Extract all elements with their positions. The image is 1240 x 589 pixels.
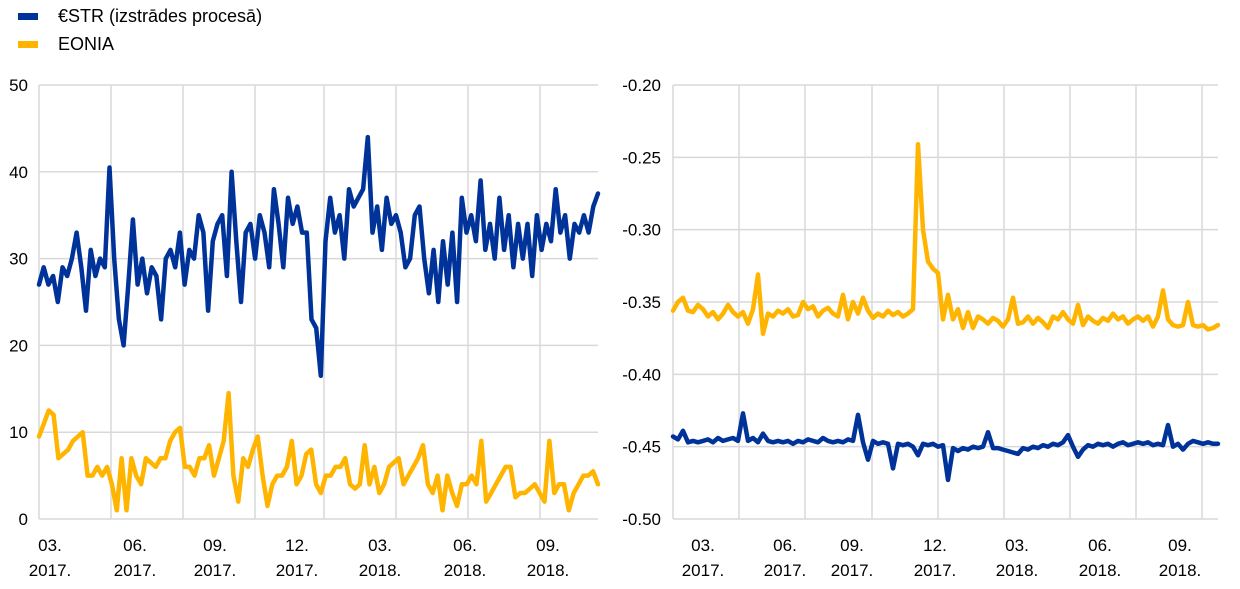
- x-tick-label-month: 12.: [923, 536, 947, 555]
- legend-label-eonia: EONIA: [58, 33, 115, 54]
- x-tick-label-year: 2017.: [764, 561, 807, 580]
- x-tick-label-month: 06.: [1088, 536, 1112, 555]
- series-line-estr: [36, 134, 601, 379]
- series-line-eonia: [670, 142, 1221, 337]
- legend-item-eonia: EONIA: [18, 30, 262, 58]
- x-tick-label-month: 12.: [285, 536, 309, 555]
- y-tick-label: -0.25: [622, 148, 661, 167]
- y-tick-label: -0.20: [622, 76, 661, 95]
- x-tick-label-month: 06.: [453, 536, 477, 555]
- x-tick-label-month: 09.: [536, 536, 560, 555]
- x-tick-label-year: 2017.: [914, 561, 957, 580]
- y-tick-label: 20: [9, 336, 28, 355]
- y-tick-label: 40: [9, 163, 28, 182]
- y-tick-label: 0: [19, 510, 28, 529]
- series-line-eonia: [36, 390, 601, 513]
- x-tick-label-month: 03.: [368, 536, 392, 555]
- x-tick-label-month: 03.: [691, 536, 715, 555]
- x-tick-label-year: 2018.: [444, 561, 487, 580]
- x-tick-label-year: 2018.: [1079, 561, 1122, 580]
- legend-label-estr: €STR (izstrādes procesā): [58, 5, 263, 26]
- x-tick-label-month: 03.: [38, 536, 62, 555]
- legend-swatch-estr: [18, 12, 38, 20]
- y-tick-label: 50: [9, 76, 28, 95]
- chart-2: -0.50 -0.45 -0.40 -0.35 -0.30 -0.25 -0.20 03. 20…: [622, 76, 1221, 580]
- x-tick-label-year: 2017.: [29, 561, 72, 580]
- legend: €STR (izstrādes procesā) EONIA: [18, 2, 262, 58]
- x-tick-label-year: 2018.: [527, 561, 570, 580]
- y-tick-label: -0.30: [622, 221, 661, 240]
- x-tick-label-month: 09.: [840, 536, 864, 555]
- chart-1: 0 10 20 30 40 50 03. 2017. 06. 2017. 09. 2017. 12. 20…: [9, 76, 601, 580]
- x-tick-label-month: 09.: [1168, 536, 1192, 555]
- x-tick-label-year: 2017.: [276, 561, 319, 580]
- y-tick-label: -0.45: [622, 438, 661, 457]
- x-tick-label-year: 2018.: [359, 561, 402, 580]
- y-tick-label: -0.35: [622, 293, 661, 312]
- x-tick-label-year: 2018.: [996, 561, 1039, 580]
- x-tick-label-month: 06.: [773, 536, 797, 555]
- y-tick-label: -0.50: [622, 510, 661, 529]
- legend-swatch-eonia: [18, 40, 38, 48]
- x-tick-label-month: 09.: [203, 536, 227, 555]
- x-tick-label-year: 2017.: [194, 561, 237, 580]
- x-tick-label-month: 03.: [1005, 536, 1029, 555]
- x-tick-label-month: 06.: [123, 536, 147, 555]
- y-tick-label: 30: [9, 250, 28, 269]
- x-tick-label-year: 2018.: [1159, 561, 1202, 580]
- x-tick-label-year: 2017.: [831, 561, 874, 580]
- series-line-estr: [670, 411, 1221, 483]
- x-tick-label-year: 2017.: [114, 561, 157, 580]
- y-tick-label: -0.40: [622, 365, 661, 384]
- x-tick-label-year: 2017.: [682, 561, 725, 580]
- legend-item-estr: €STR (izstrādes procesā): [18, 2, 262, 30]
- y-tick-label: 10: [9, 423, 28, 442]
